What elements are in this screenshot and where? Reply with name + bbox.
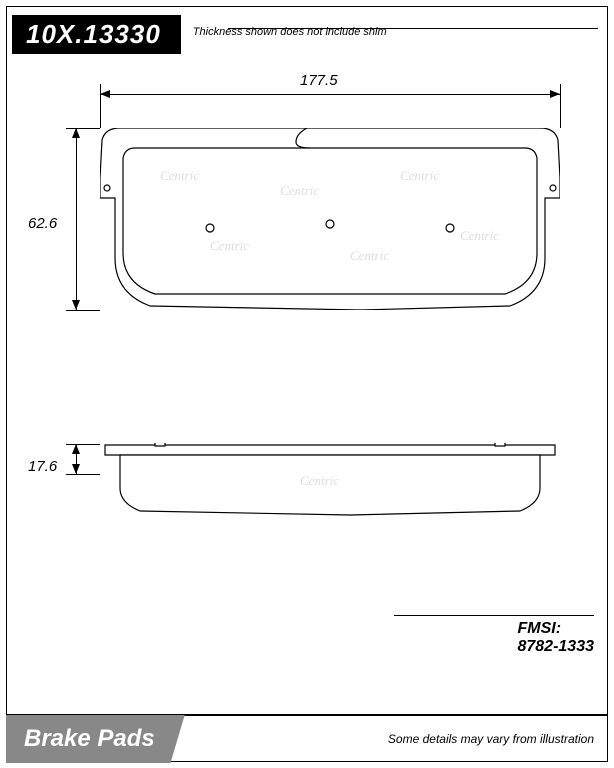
pad-side-svg — [100, 443, 560, 525]
fmsi-code: 8782-1333 — [517, 638, 594, 656]
footer-disclaimer: Some details may vary from illustration — [388, 732, 594, 746]
part-number: 10X.13330 — [12, 15, 181, 54]
height-arrow — [76, 128, 77, 310]
footer-title: Brake Pads — [6, 715, 185, 763]
pad-front-svg — [100, 128, 560, 310]
brake-pad-side-view: Centric — [100, 443, 560, 525]
header: 10X.13330 Thickness shown does not inclu… — [12, 14, 602, 54]
header-underline — [228, 28, 598, 29]
extension-line — [66, 444, 100, 445]
dimension-width-label: 177.5 — [300, 72, 338, 89]
extension-line — [66, 310, 100, 311]
extension-line — [66, 474, 100, 475]
footer: Brake Pads Some details may vary from il… — [6, 714, 608, 762]
brake-pad-front-view: Centric Centric Centric Centric Centric … — [100, 128, 560, 310]
extension-line — [66, 128, 100, 129]
extension-line — [560, 84, 561, 128]
fmsi-label: FMSI: — [517, 620, 594, 638]
width-arrow — [100, 94, 560, 95]
extension-line — [100, 84, 101, 128]
dimension-height-label: 62.6 — [28, 215, 57, 232]
fmsi-divider — [394, 615, 594, 616]
dimension-thickness-label: 17.6 — [28, 458, 57, 475]
fmsi-block: FMSI: 8782-1333 — [517, 620, 594, 656]
thickness-arrow — [76, 444, 77, 474]
